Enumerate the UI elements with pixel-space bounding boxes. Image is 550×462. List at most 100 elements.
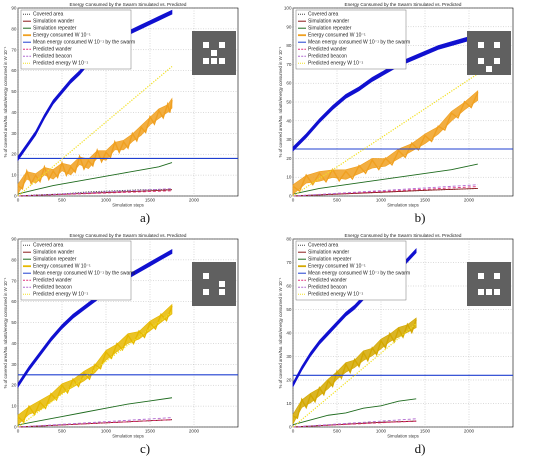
series-energy-zigzag: [17, 99, 173, 190]
series-line: [292, 163, 478, 195]
series-line: [17, 162, 173, 195]
legend-label: Mean energy consumed W 10⁻¹ by the swarm: [33, 40, 135, 46]
y-tick-label: 20: [286, 156, 292, 161]
x-tick-label: 500: [58, 198, 66, 203]
y-tick-label: 0: [289, 425, 292, 430]
series-line: [17, 419, 173, 428]
y-tick-label: 30: [11, 362, 17, 367]
series-line: [17, 189, 172, 197]
y-tick-label: 60: [11, 299, 17, 304]
x-tick-label: 1500: [420, 429, 431, 434]
series-line: [17, 188, 173, 197]
y-tick-label: 80: [11, 26, 17, 31]
y-tick-label: 10: [11, 173, 17, 178]
map-icon-cell: [219, 281, 225, 287]
legend-label: Simulation wander: [33, 250, 74, 256]
map-icon-cell: [486, 66, 492, 72]
y-tick-label: 30: [286, 137, 292, 142]
y-tick-label: 50: [286, 100, 292, 105]
x-tick-label: 1500: [145, 198, 156, 203]
panel-letter: b): [415, 210, 426, 225]
legend-label: Predicted wander: [33, 278, 72, 284]
map-icon-cell: [494, 58, 500, 64]
legend-label: Predicted beacon: [33, 54, 72, 60]
y-tick-label: 100: [284, 6, 292, 11]
x-tick-label: 500: [333, 429, 341, 434]
map-icon-cell: [219, 58, 225, 64]
y-tick-label: 60: [286, 284, 292, 289]
y-tick-label: 90: [11, 237, 17, 242]
series-line: [292, 398, 417, 426]
map-icon-cell: [478, 289, 484, 295]
y-axis-label: % of covered area/No. robots/energy cons…: [3, 277, 8, 388]
series-line: [292, 323, 417, 428]
y-tick-label: 10: [286, 175, 292, 180]
legend-label: Covered area: [33, 12, 64, 18]
y-tick-label: 80: [11, 257, 17, 262]
y-tick-label: 0: [14, 425, 17, 430]
x-tick-label: 1000: [376, 429, 387, 434]
y-tick-label: 10: [286, 401, 292, 406]
legend-label: Covered area: [308, 12, 339, 18]
x-axis-label: Simulation steps: [387, 434, 419, 439]
map-icon-cell: [203, 273, 209, 279]
legend-label: Predicted wander: [308, 278, 347, 284]
legend-box: [295, 240, 407, 301]
y-tick-label: 90: [286, 24, 292, 29]
y-tick-label: 30: [286, 354, 292, 359]
map-icon-cell: [219, 42, 225, 48]
panel-letter: c): [140, 441, 150, 456]
legend-label: Mean energy consumed W 10⁻¹ by the swarm: [33, 271, 135, 277]
x-tick-label: 1500: [145, 429, 156, 434]
chart-title: Energy Consumed by the Swarm Simulated v…: [70, 2, 187, 7]
y-tick-label: 30: [11, 131, 17, 136]
y-tick-label: 70: [11, 47, 17, 52]
legend-label: Simulation repeater: [308, 257, 352, 263]
x-tick-label: 500: [58, 429, 66, 434]
legend-label: Simulation wander: [33, 19, 74, 25]
y-tick-label: 50: [11, 320, 17, 325]
y-tick-label: 50: [286, 307, 292, 312]
chart-title: Energy Consumed by the Swarm Simulated v…: [345, 233, 462, 238]
y-tick-label: 20: [11, 152, 17, 157]
y-tick-label: 20: [286, 378, 292, 383]
y-tick-label: 70: [286, 260, 292, 265]
y-tick-label: 60: [11, 68, 17, 73]
series-line: [292, 188, 478, 197]
legend-label: Energy consumed W 10⁻¹: [308, 33, 366, 39]
y-tick-label: 80: [286, 237, 292, 242]
x-tick-label: 2000: [464, 429, 475, 434]
legend-label: Simulation repeater: [308, 26, 352, 32]
legend-label: Energy consumed W 10⁻¹: [33, 264, 91, 270]
chart-panel: Energy Consumed by the Swarm Simulated v…: [278, 233, 514, 456]
x-tick-label: 0: [17, 198, 20, 203]
map-icon: [192, 262, 236, 306]
legend-label: Energy consumed W 10⁻¹: [33, 33, 91, 39]
map-icon-cell: [211, 58, 217, 64]
legend-box: [20, 240, 132, 301]
map-icon-cell: [494, 273, 500, 279]
y-tick-label: 20: [11, 383, 17, 388]
series-energy-band-blue: [17, 249, 173, 389]
legend-label: Simulation repeater: [33, 26, 77, 32]
legend-label: Predicted beacon: [33, 285, 72, 291]
legend-label: Predicted energy W 10⁻¹: [308, 61, 363, 67]
series-energy-zigzag: [292, 92, 479, 193]
series-line: [292, 418, 417, 428]
y-tick-label: 60: [286, 81, 292, 86]
panel-letter: a): [140, 210, 150, 225]
x-tick-label: 500: [333, 198, 341, 203]
legend-box: [295, 9, 407, 70]
y-tick-label: 70: [11, 278, 17, 283]
legend-label: Energy consumed W 10⁻¹: [308, 264, 366, 270]
map-icon-cell: [203, 42, 209, 48]
map-icon-cell: [494, 42, 500, 48]
legend-label: Predicted beacon: [308, 285, 347, 291]
map-icon-cell: [486, 289, 492, 295]
map-icon-cell: [211, 50, 217, 56]
legend-label: Simulation wander: [308, 19, 349, 25]
x-tick-label: 2000: [189, 429, 200, 434]
legend-label: Mean energy consumed W 10⁻¹ by the swarm: [308, 40, 410, 46]
panel-letter: d): [415, 441, 426, 456]
